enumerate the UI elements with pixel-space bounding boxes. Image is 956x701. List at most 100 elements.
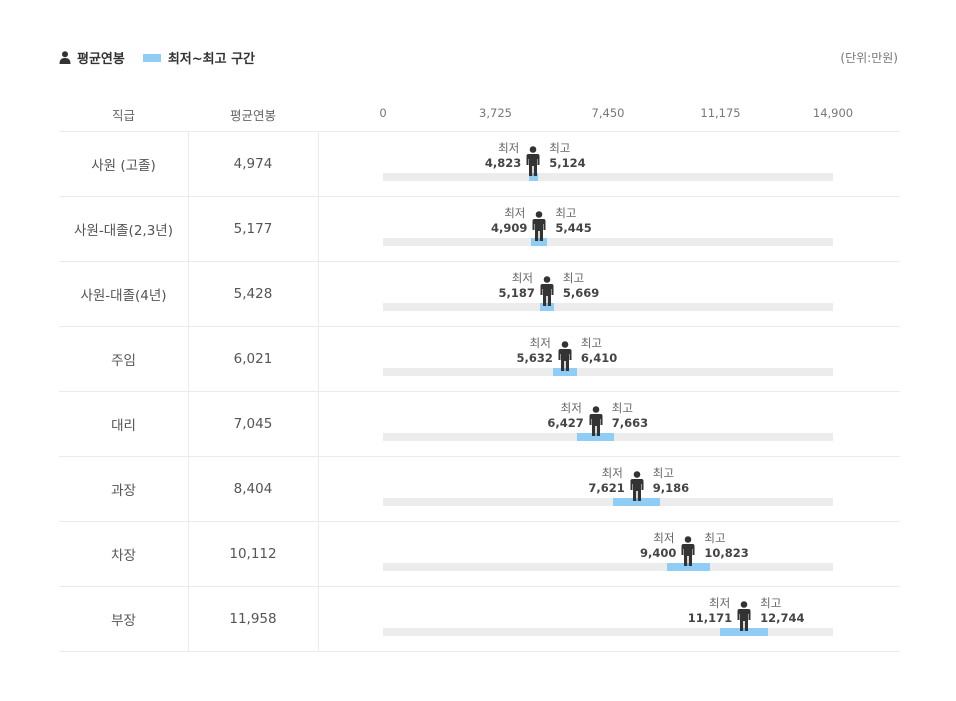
min-label: 최저	[708, 596, 731, 610]
min-value: 4,823	[484, 156, 522, 170]
header-rank: 직급	[111, 108, 135, 123]
max-label: 최고	[652, 466, 674, 480]
range-bar	[528, 173, 538, 181]
min-value: 9,400	[640, 546, 677, 560]
legend-avg-label: 평균연봉	[77, 52, 125, 67]
max-label: 최고	[760, 596, 782, 610]
avg-cell: 6,021	[233, 350, 273, 367]
range-track	[383, 563, 833, 571]
rank-cell: 차장	[111, 547, 136, 564]
table-row: 과장 8,404	[59, 456, 900, 521]
avg-person-icon	[589, 406, 603, 440]
min-value: 6,427	[547, 416, 584, 430]
max-value: 6,410	[580, 351, 618, 365]
min-label: 최저	[504, 206, 526, 220]
range-bar	[553, 368, 577, 376]
range-track	[383, 368, 833, 376]
range-bar	[613, 498, 661, 506]
avg-cell: 5,428	[233, 285, 273, 302]
avg-cell: 5,177	[233, 220, 273, 237]
row-divider	[59, 326, 900, 327]
min-value: 4,909	[490, 221, 528, 235]
avg-person-icon	[532, 211, 546, 245]
avg-cell: 11,958	[229, 610, 277, 627]
row-divider	[59, 456, 900, 457]
table-row: 사원-대졸(2,3년) 5,177	[59, 196, 900, 261]
max-value: 9,186	[652, 481, 690, 495]
axis-tick-label: 14,900	[812, 106, 854, 120]
range-track	[383, 498, 833, 506]
avg-person-icon	[737, 601, 751, 635]
range-track	[383, 173, 833, 181]
header-avg: 평균연봉	[229, 108, 276, 123]
max-label: 최고	[611, 401, 633, 415]
table-row: 사원 (고졸) 4,974	[59, 131, 900, 196]
min-value: 7,621	[588, 481, 625, 495]
table-row: 부장 11,958	[59, 586, 900, 651]
rank-cell: 사원-대졸(4년)	[80, 287, 167, 304]
legend-range-label: 최저~최고 구간	[167, 52, 256, 67]
avg-person-icon	[681, 536, 695, 570]
min-value: 11,171	[687, 611, 733, 625]
max-value: 7,663	[611, 416, 649, 430]
range-track	[383, 303, 833, 311]
axis-tick-label: 0	[379, 106, 387, 120]
range-bar	[577, 433, 615, 441]
person-icon	[59, 51, 71, 64]
rank-cell: 사원-대졸(2,3년)	[74, 222, 173, 239]
avg-cell: 10,112	[229, 545, 277, 562]
avg-person-icon	[526, 146, 540, 180]
row-divider	[59, 261, 900, 262]
legend-range: 최저~최고 구간	[142, 48, 256, 67]
min-label: 최저	[653, 531, 675, 545]
max-value: 5,669	[562, 286, 600, 300]
axis-tick-label: 11,175	[700, 106, 741, 120]
rank-cell: 사원 (고졸)	[91, 157, 156, 174]
max-value: 5,124	[549, 156, 586, 170]
range-bar	[666, 563, 710, 571]
table-row: 대리 7,045	[59, 391, 900, 456]
legend-avg: 평균연봉	[59, 48, 125, 67]
min-value: 5,187	[498, 286, 535, 300]
row-divider	[59, 651, 900, 652]
range-bar	[720, 628, 768, 636]
row-divider	[59, 391, 900, 392]
row-divider	[59, 521, 900, 522]
min-value: 5,632	[516, 351, 553, 365]
rank-cell: 과장	[111, 482, 136, 499]
axis-tick-label: 7,450	[591, 106, 625, 120]
rank-cell: 대리	[111, 417, 136, 434]
rank-cell: 주임	[111, 352, 136, 369]
row-divider	[59, 196, 900, 197]
max-label: 최고	[562, 271, 585, 285]
max-label: 최고	[704, 531, 726, 545]
range-track	[383, 628, 833, 636]
min-label: 최저	[560, 401, 582, 415]
table-row: 차장 10,112	[59, 521, 900, 586]
rank-cell: 부장	[111, 612, 136, 629]
max-value: 12,744	[760, 611, 805, 625]
min-label: 최저	[529, 336, 551, 350]
max-value: 10,823	[704, 546, 749, 560]
range-bar	[531, 238, 548, 246]
max-label: 최고	[549, 141, 571, 155]
row-divider	[59, 586, 900, 587]
max-label: 최고	[580, 336, 602, 350]
avg-cell: 4,974	[233, 155, 273, 172]
table-row: 주임 6,021	[59, 326, 900, 391]
range-track	[383, 238, 833, 246]
axis-tick-label: 3,725	[479, 106, 512, 120]
min-label: 최저	[498, 141, 520, 155]
unit-label: (단위:만원)	[840, 51, 898, 65]
table-row: 사원-대졸(4년) 5,428	[59, 261, 900, 326]
range-bar	[539, 303, 555, 311]
avg-person-icon	[540, 276, 554, 310]
avg-cell: 8,404	[233, 480, 273, 497]
max-label: 최고	[555, 206, 577, 220]
min-label: 최저	[511, 271, 533, 285]
header-divider	[59, 131, 900, 132]
legend: 평균연봉 최저~최고 구간	[59, 48, 273, 67]
min-label: 최저	[601, 466, 623, 480]
range-swatch	[142, 53, 161, 62]
avg-person-icon	[558, 341, 572, 375]
